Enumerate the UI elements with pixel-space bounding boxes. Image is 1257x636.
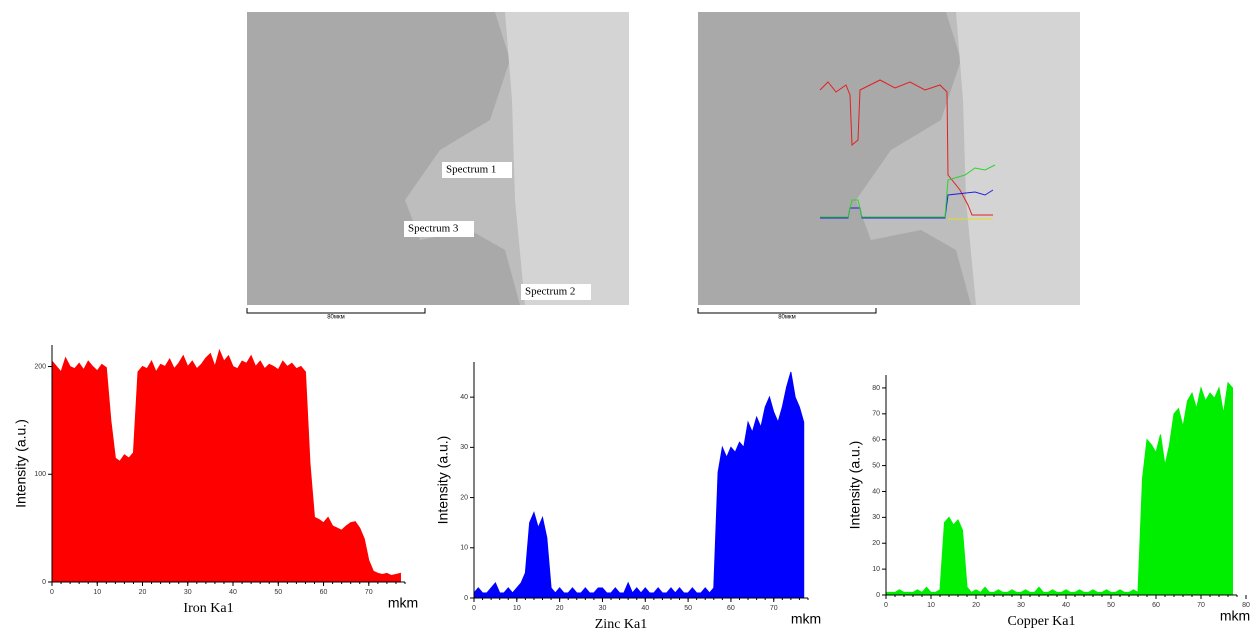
x-tick-label: 40 [641,605,649,612]
scale-label: 80мкм [778,315,796,321]
y-tick-label: 30 [460,444,468,451]
area [473,371,805,599]
x-tick-label: 0 [50,589,54,596]
y-tick-label: 20 [872,540,880,547]
x-unit: mkm [1220,608,1250,624]
y-axis-label: Intensity (a.u.) [13,419,29,508]
y-tick-label: 0 [464,595,468,602]
area [51,348,401,583]
spectrum-label: Spectrum 2 [525,286,575,298]
y-tick-label: 70 [872,411,880,418]
y-tick-label: 100 [34,471,46,478]
y-tick-label: 10 [460,545,468,552]
y-tick-label: 30 [872,514,880,521]
x-tick-label: 30 [184,589,192,596]
overlay-line [819,79,993,216]
x-tick-label: 10 [513,605,521,612]
label-bg [404,221,474,237]
sem-image: Spectrum 1 Spectrum 3 Spectrum 2 80мкм [246,12,629,321]
x-tick-label: 70 [365,589,373,596]
x-tick-label: 80 [1242,602,1250,609]
overlay-line [820,164,996,218]
sem-image: 80мкм [697,12,1080,321]
scale-bar [246,308,426,314]
x-unit: mkm [791,611,821,627]
x-tick-label: 70 [770,605,778,612]
x-tick-label: 50 [1107,602,1115,609]
x-tick-label: 60 [320,589,328,596]
x-tick-label: 40 [1062,602,1070,609]
x-tick-label: 30 [1017,602,1025,609]
x-tick-label: 60 [1152,602,1160,609]
scale-label: 80мкм [327,315,345,321]
spectrum-label: Spectrum 1 [446,164,496,176]
y-tick-label: 50 [872,462,880,469]
y-axis-label: Intensity (a.u.) [435,436,451,525]
y-axis-label: Intensity (a.u.) [847,441,863,530]
x-tick-label: 20 [972,602,980,609]
y-tick-label: 60 [872,437,880,444]
image-region [505,12,629,305]
x-tick-label: 10 [927,602,935,609]
y-tick-label: 10 [872,566,880,573]
y-tick-label: 80 [872,385,880,392]
y-tick-label: 0 [876,592,880,599]
label-bg [442,162,512,178]
y-tick-label: 40 [872,488,880,495]
image-region [956,12,1080,305]
y-tick-label: 20 [460,494,468,501]
x-tick-label: 50 [274,589,282,596]
scale-bar [697,308,877,314]
x-tick-label: 0 [472,605,476,612]
x-tick-label: 10 [93,589,101,596]
x-tick-label: 20 [139,589,147,596]
x-tick-label: 70 [1197,602,1205,609]
y-tick-label: 40 [460,394,468,401]
x-tick-label: 0 [884,602,888,609]
y-tick-label: 200 [34,363,46,370]
area [885,381,1233,596]
spectrum-label: Spectrum 3 [408,223,459,235]
x-tick-label: 50 [684,605,692,612]
x-tick-label: 40 [229,589,237,596]
x-tick-label: 20 [556,605,564,612]
x-tick-label: 30 [599,605,607,612]
x-axis-label: Iron Ka1 [183,601,233,616]
label-bg [521,284,591,300]
y-tick-label: 0 [42,579,46,586]
x-tick-label: 60 [727,605,735,612]
x-unit: mkm [388,595,418,611]
x-axis-label: Copper Ka1 [1007,614,1075,629]
x-axis-label: Zinc Ka1 [595,617,647,632]
